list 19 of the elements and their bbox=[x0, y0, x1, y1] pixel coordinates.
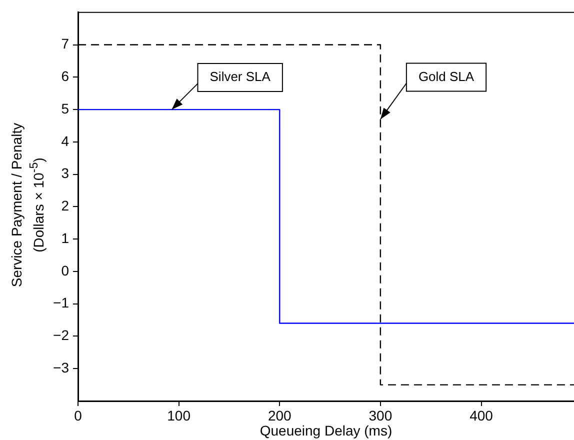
y-tick-label: −1 bbox=[53, 294, 70, 311]
x-tick-label: 100 bbox=[167, 407, 191, 424]
y-tick-label: 5 bbox=[61, 100, 70, 116]
x-tick-label: 400 bbox=[470, 407, 494, 424]
y-tick-label: 0 bbox=[61, 262, 70, 278]
y-tick-label: −2 bbox=[53, 327, 70, 344]
y-tick-label: 6 bbox=[61, 68, 70, 84]
annotation: Silver SLA bbox=[210, 69, 271, 84]
x-tick-label: 300 bbox=[368, 407, 392, 424]
y-tick-label: 7 bbox=[61, 36, 70, 52]
y-tick-label: −3 bbox=[53, 359, 70, 376]
y-tick-label: 2 bbox=[61, 198, 70, 214]
y-tick-label: 3 bbox=[61, 165, 70, 182]
y-tick-label: 4 bbox=[61, 132, 70, 149]
x-axis-title: Queueing Delay (ms) bbox=[260, 422, 392, 438]
x-tick-label: 200 bbox=[268, 407, 292, 424]
x-tick-label: 0 bbox=[74, 407, 82, 424]
annotation: Gold SLA bbox=[418, 68, 474, 84]
y-tick-label: 1 bbox=[61, 230, 70, 246]
